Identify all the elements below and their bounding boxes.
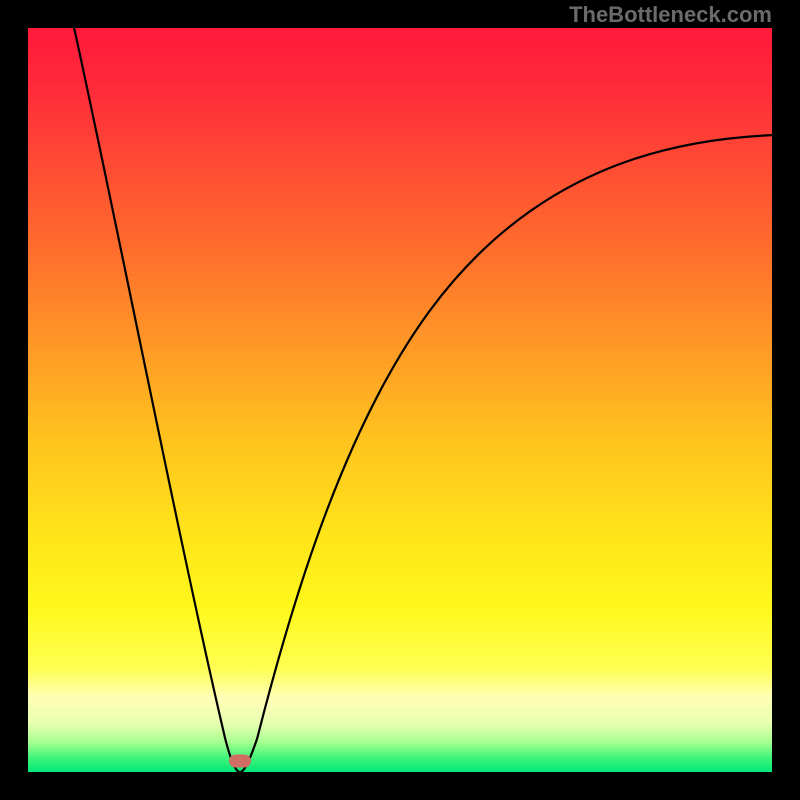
bottleneck-curve — [28, 28, 772, 772]
chart-frame: TheBottleneck.com — [0, 0, 800, 800]
watermark-text: TheBottleneck.com — [569, 2, 772, 28]
optimum-marker — [229, 754, 251, 767]
plot-area — [28, 28, 772, 772]
